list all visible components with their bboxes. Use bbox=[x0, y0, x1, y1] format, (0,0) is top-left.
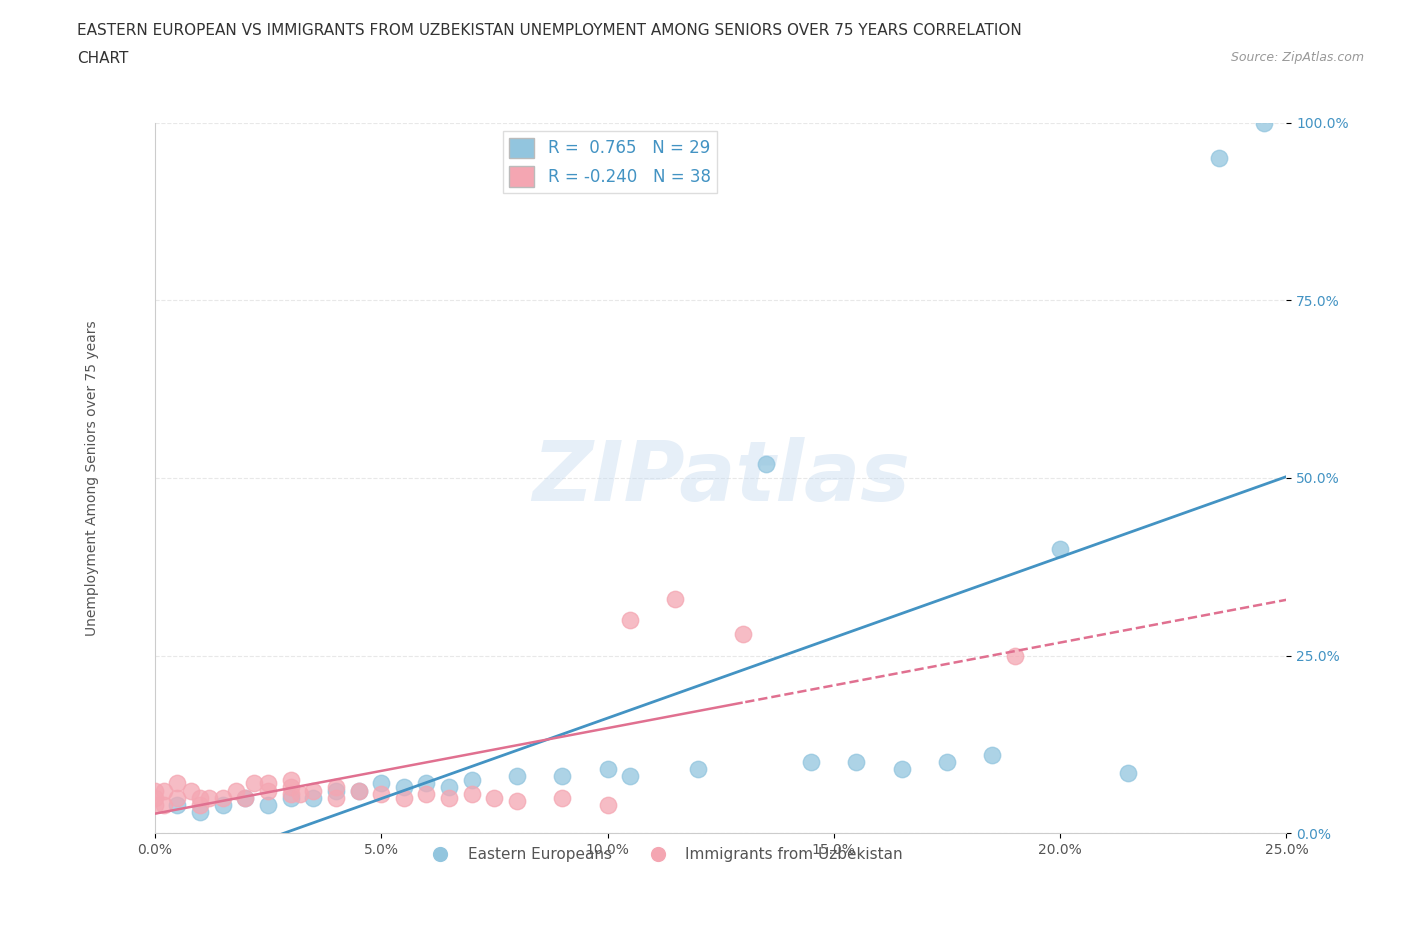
Point bbox=[198, 790, 221, 805]
Point bbox=[211, 797, 233, 812]
Point bbox=[415, 776, 437, 790]
Text: EASTERN EUROPEAN VS IMMIGRANTS FROM UZBEKISTAN UNEMPLOYMENT AMONG SENIORS OVER 7: EASTERN EUROPEAN VS IMMIGRANTS FROM UZBE… bbox=[77, 23, 1022, 38]
Point bbox=[1208, 151, 1230, 166]
Point bbox=[211, 790, 233, 805]
Point bbox=[325, 779, 347, 794]
Point bbox=[596, 797, 619, 812]
Point bbox=[288, 787, 311, 802]
Legend: Eastern Europeans, Immigrants from Uzbekistan: Eastern Europeans, Immigrants from Uzbek… bbox=[419, 841, 910, 869]
Point bbox=[347, 783, 370, 798]
Point bbox=[392, 790, 415, 805]
Point bbox=[188, 797, 211, 812]
Y-axis label: Unemployment Among Seniors over 75 years: Unemployment Among Seniors over 75 years bbox=[86, 320, 100, 636]
Point bbox=[243, 776, 266, 790]
Point bbox=[325, 783, 347, 798]
Point bbox=[392, 779, 415, 794]
Point bbox=[733, 627, 755, 642]
Point bbox=[800, 755, 823, 770]
Point bbox=[347, 783, 370, 798]
Point bbox=[1116, 765, 1139, 780]
Point bbox=[551, 769, 574, 784]
Point bbox=[1004, 648, 1026, 663]
Point bbox=[280, 787, 302, 802]
Point bbox=[153, 783, 176, 798]
Point bbox=[153, 797, 176, 812]
Point bbox=[280, 773, 302, 788]
Point bbox=[936, 755, 959, 770]
Point bbox=[257, 797, 280, 812]
Point bbox=[437, 790, 460, 805]
Point bbox=[1049, 541, 1071, 556]
Text: CHART: CHART bbox=[77, 51, 129, 66]
Point bbox=[325, 790, 347, 805]
Point bbox=[302, 790, 325, 805]
Point bbox=[257, 776, 280, 790]
Point bbox=[664, 591, 686, 606]
Point bbox=[280, 790, 302, 805]
Point bbox=[506, 769, 529, 784]
Text: ZIPatlas: ZIPatlas bbox=[531, 437, 910, 519]
Point bbox=[370, 787, 392, 802]
Point bbox=[302, 783, 325, 798]
Text: Source: ZipAtlas.com: Source: ZipAtlas.com bbox=[1230, 51, 1364, 64]
Point bbox=[235, 790, 257, 805]
Point bbox=[619, 769, 641, 784]
Point bbox=[484, 790, 506, 805]
Point bbox=[1253, 115, 1275, 130]
Point bbox=[188, 790, 211, 805]
Point bbox=[619, 613, 641, 628]
Point bbox=[180, 783, 202, 798]
Point bbox=[551, 790, 574, 805]
Point bbox=[981, 748, 1004, 763]
Point bbox=[460, 773, 482, 788]
Point bbox=[166, 776, 188, 790]
Point bbox=[506, 794, 529, 809]
Point bbox=[188, 804, 211, 819]
Point bbox=[437, 779, 460, 794]
Point bbox=[257, 783, 280, 798]
Point bbox=[845, 755, 868, 770]
Point bbox=[235, 790, 257, 805]
Point bbox=[460, 787, 482, 802]
Point bbox=[596, 762, 619, 777]
Point bbox=[890, 762, 912, 777]
Point bbox=[143, 797, 166, 812]
Point bbox=[143, 783, 166, 798]
Point bbox=[415, 787, 437, 802]
Point bbox=[143, 790, 166, 805]
Point bbox=[225, 783, 247, 798]
Point bbox=[755, 457, 778, 472]
Point bbox=[686, 762, 709, 777]
Point bbox=[280, 779, 302, 794]
Point bbox=[166, 797, 188, 812]
Point bbox=[166, 790, 188, 805]
Point bbox=[370, 776, 392, 790]
